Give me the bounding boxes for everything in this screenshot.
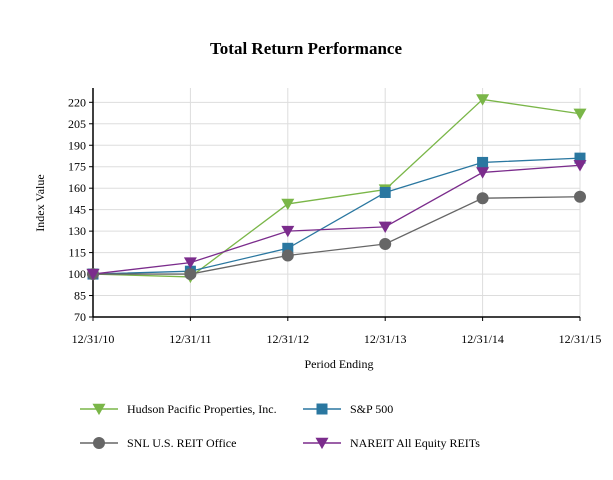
data-point (86, 268, 100, 281)
data-point (477, 156, 489, 168)
legend-label: SNL U.S. REIT Office (127, 436, 236, 450)
y-axis-label: Index Value (33, 174, 47, 231)
y-tick-label: 130 (68, 224, 86, 238)
data-point (379, 238, 392, 251)
grid-lines (92, 88, 581, 318)
data-point (281, 198, 295, 211)
y-tick-label: 100 (68, 267, 86, 281)
y-tick-label: 145 (68, 203, 86, 217)
data-point (282, 242, 294, 254)
legend-marker (92, 403, 106, 416)
chart-title: Total Return Performance (210, 39, 402, 58)
data-point (476, 94, 490, 106)
y-tick-label: 205 (68, 117, 86, 131)
series-line (92, 157, 581, 275)
y-tick-label: 175 (68, 160, 86, 174)
legend-label: Hudson Pacific Properties, Inc. (127, 402, 277, 416)
x-tick-label: 12/31/13 (364, 332, 407, 346)
x-tick-label: 12/31/11 (169, 332, 211, 346)
y-tick-label: 85 (74, 289, 86, 303)
x-tick-label: 12/31/14 (461, 332, 504, 346)
series-line (93, 196, 581, 275)
x-axis-label: Period Ending (305, 357, 374, 371)
data-point (573, 160, 587, 172)
data-markers (86, 94, 587, 284)
data-point (379, 186, 391, 198)
legend-label: NAREIT All Equity REITs (350, 436, 480, 450)
data-point (378, 221, 392, 234)
data-point (573, 108, 587, 120)
data-point (476, 192, 489, 205)
x-tick-label: 12/31/10 (72, 332, 115, 346)
y-tick-label: 70 (74, 310, 86, 324)
data-point (476, 167, 490, 179)
series-line (92, 164, 581, 275)
x-tick-label: 12/31/15 (559, 332, 602, 346)
data-point (184, 268, 197, 281)
y-tick-label: 190 (68, 138, 86, 152)
legend-marker (93, 437, 105, 449)
data-point (183, 257, 197, 269)
data-series (92, 98, 581, 278)
x-tick-label: 12/31/12 (266, 332, 309, 346)
data-point (281, 249, 294, 262)
y-tick-label: 115 (68, 246, 86, 260)
data-point (574, 190, 586, 203)
data-point (574, 152, 586, 164)
axes: 70 85 100 115 130 145 160 175 190 205 220 12/31/10 1… (68, 88, 601, 346)
y-tick-label: 160 (68, 181, 86, 195)
data-point (281, 225, 295, 238)
legend-label: S&P 500 (350, 402, 393, 416)
legend: Hudson Pacific Properties, Inc. S&P 500 SN… (80, 402, 480, 450)
series-line (92, 98, 581, 278)
legend-marker (315, 437, 329, 450)
legend-marker (316, 403, 328, 415)
y-tick-label: 220 (68, 95, 86, 109)
